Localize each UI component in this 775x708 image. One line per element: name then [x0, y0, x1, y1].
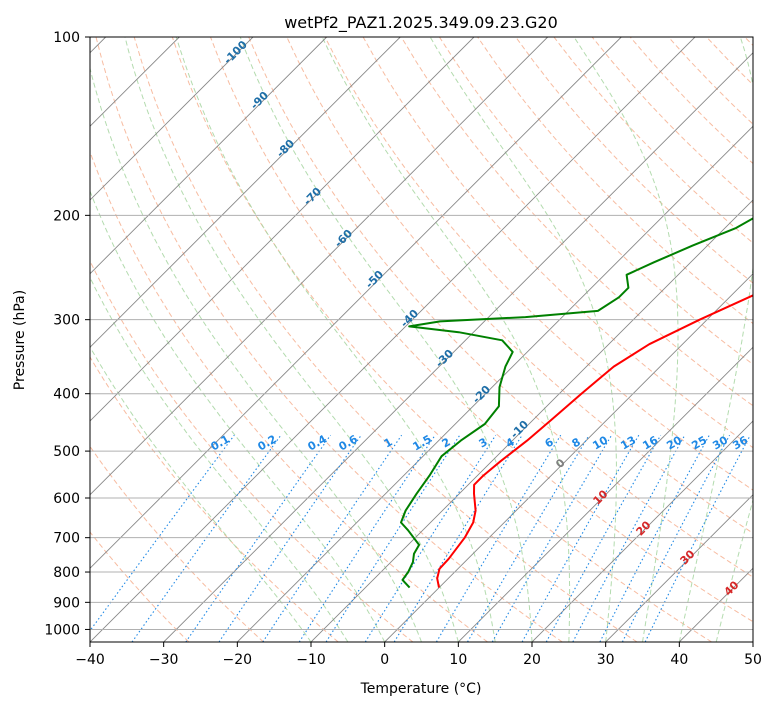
mixing-ratio-line	[90, 434, 235, 632]
isotherm	[90, 37, 475, 422]
mixing-ratio-line	[435, 434, 562, 642]
moist-adiabat	[429, 37, 617, 642]
mixing-ratio-line	[621, 434, 731, 642]
temperature-line	[436, 294, 753, 588]
dry-adiabat	[438, 37, 753, 366]
isotherm	[605, 494, 753, 642]
isotherm	[310, 199, 753, 642]
moist-adiabat	[715, 497, 753, 642]
dry-adiabat	[210, 37, 753, 623]
dry-adiabat	[171, 37, 712, 642]
y-axis-title: Pressure (hPa)	[12, 290, 28, 390]
isotherm	[90, 37, 328, 275]
x-axis-title: Temperature (°C)	[360, 681, 482, 697]
dry-adiabat	[95, 37, 563, 642]
x-tick-label: −40	[75, 652, 105, 668]
y-tick-label: 400	[53, 387, 80, 403]
isotherm	[90, 37, 696, 642]
dry-adiabat	[324, 37, 753, 491]
y-axis: 100 200 300 400 500 600 700 800 900 1000	[44, 30, 90, 638]
moist-adiabat	[239, 37, 533, 642]
y-tick-label: 1000	[44, 622, 80, 638]
x-axis: −40 −30 −20 −10 0 10 20 30 40 50	[75, 642, 762, 668]
dry-adiabat	[90, 445, 264, 642]
isotherm	[531, 420, 753, 642]
mixing-ratio-line	[393, 434, 523, 642]
isotherm	[90, 37, 622, 569]
y-tick-label: 700	[53, 531, 80, 547]
moist-adiabat	[573, 37, 679, 642]
moist-adiabat	[90, 189, 386, 642]
plot-frame	[89, 36, 754, 643]
x-tick-label: 30	[597, 652, 615, 668]
isotherm	[457, 346, 753, 642]
isotherm	[90, 37, 254, 201]
isotherm	[90, 37, 549, 496]
isotherm	[384, 273, 753, 642]
mixing-ratio-line	[491, 434, 613, 642]
dry-adiabat	[90, 531, 190, 642]
mixing-ratio-line	[521, 434, 640, 642]
x-tick-label: −20	[223, 652, 253, 668]
mixing-ratio-line	[364, 434, 497, 642]
chart-title: wetPf2_PAZ1.2025.349.09.23.G20	[284, 13, 558, 33]
x-tick-label: 0	[380, 652, 389, 668]
moist-adiabat	[678, 37, 753, 642]
y-tick-label: 200	[53, 208, 80, 224]
y-tick-label: 800	[53, 565, 80, 581]
y-tick-label: 500	[53, 444, 80, 460]
x-tick-label: 10	[449, 652, 467, 668]
mixing-ratio-line	[325, 434, 461, 642]
moist-adiabat	[175, 37, 496, 642]
y-tick-label: 600	[53, 491, 80, 507]
dry-adiabat	[90, 150, 488, 642]
dry-adiabat	[515, 37, 753, 284]
mixing-ratio-line	[467, 434, 590, 642]
pressure-gridlines	[90, 37, 753, 630]
dry-adiabat	[400, 37, 753, 407]
x-tick-label: −30	[149, 652, 179, 668]
mixing-ratio-line	[218, 434, 362, 642]
isotherm	[90, 37, 401, 348]
moist-adiabat	[321, 37, 571, 642]
dewpoint-line	[400, 217, 753, 589]
isotherm	[236, 125, 753, 642]
x-tick-label: 40	[670, 652, 688, 668]
dry-adiabat	[90, 356, 339, 642]
y-tick-label: 900	[53, 595, 80, 611]
dry-adiabat	[133, 37, 638, 642]
background-lines	[90, 37, 753, 642]
x-tick-label: 50	[744, 652, 762, 668]
mixing-ratio-line	[644, 434, 751, 642]
data-series	[400, 217, 753, 589]
mixing-ratio-line	[545, 434, 662, 642]
moist-adiabat	[124, 37, 459, 642]
y-tick-label: 300	[53, 313, 80, 329]
mixing-ratio-line	[185, 434, 332, 642]
mixing-ratio-line	[572, 434, 686, 642]
isotherm	[163, 52, 753, 642]
x-tick-label: 20	[523, 652, 541, 668]
moist-adiabat	[90, 66, 422, 642]
x-tick-label: −10	[296, 652, 326, 668]
y-tick-label: 100	[53, 30, 80, 46]
dry-adiabat	[248, 37, 753, 578]
moist-adiabat	[90, 276, 349, 642]
